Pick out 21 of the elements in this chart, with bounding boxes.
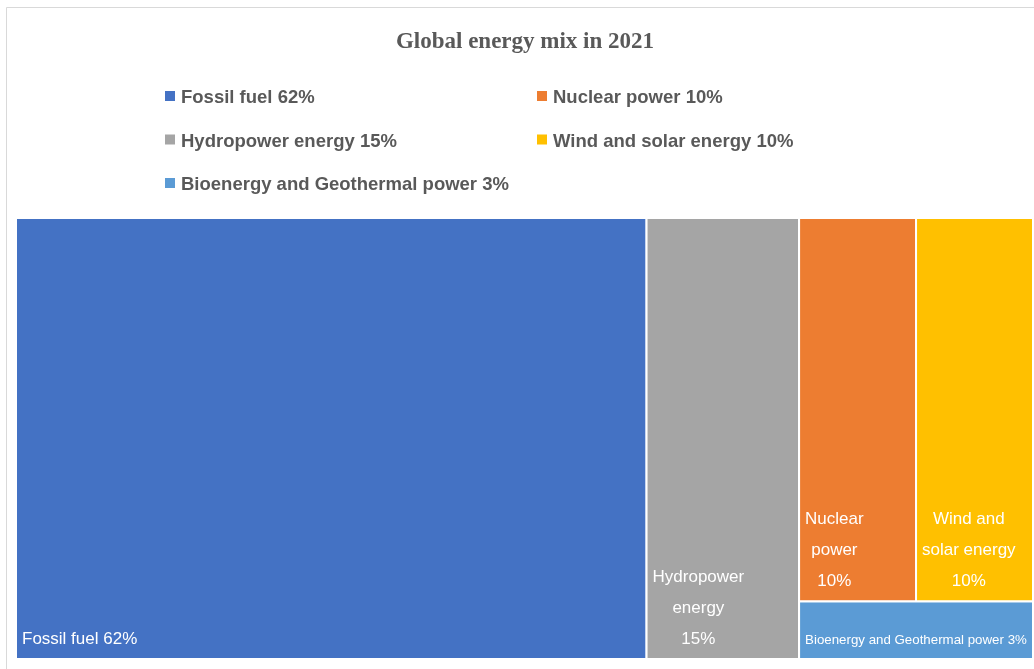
text: 15% bbox=[681, 629, 716, 648]
category-label: Nuclear power bbox=[553, 86, 681, 107]
category-label: Bioenergy and Geothermal power bbox=[805, 632, 1005, 647]
category-label: Nuclear power bbox=[805, 509, 864, 560]
text: 10% bbox=[951, 571, 986, 591]
category-label: Wind and solar energy bbox=[553, 129, 752, 151]
category-label: Wind and solar energy bbox=[922, 509, 1016, 560]
text: Global energy mix in 2021 bbox=[395, 28, 655, 53]
text: 62% bbox=[277, 86, 315, 107]
category-label: Fossil fuel bbox=[22, 629, 99, 648]
text: 10% bbox=[817, 571, 852, 591]
category-label: Bioenergy and Geothermal power bbox=[181, 173, 478, 194]
data-label: 10% bbox=[756, 129, 794, 151]
text: 3% bbox=[482, 173, 509, 194]
data-label: 62% bbox=[103, 629, 138, 648]
category-label: Hydropower energy bbox=[181, 129, 356, 151]
category-label: Hydropower energy bbox=[652, 567, 745, 617]
category-label: Fossil fuel bbox=[181, 86, 273, 107]
data-label: 3% bbox=[1007, 632, 1028, 647]
data-label: 10% bbox=[685, 86, 723, 107]
data-label: 15% bbox=[359, 129, 397, 151]
